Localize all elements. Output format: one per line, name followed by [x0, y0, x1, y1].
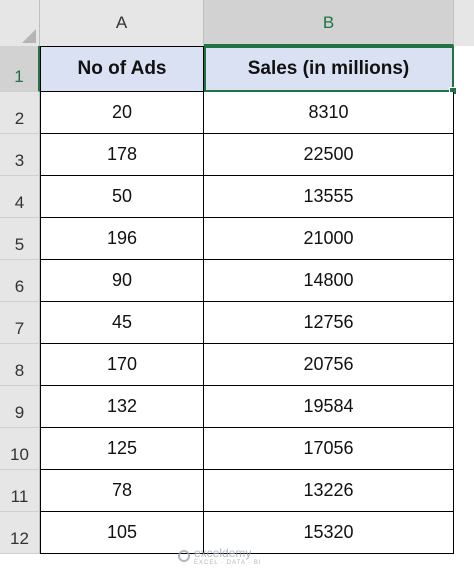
row-header-3[interactable]: 3 — [0, 134, 40, 176]
watermark-brand: exceldemy — [194, 546, 252, 560]
cell-b2[interactable]: 8310 — [204, 92, 454, 134]
row-header-12[interactable]: 12 — [0, 512, 40, 554]
row-header-8[interactable]: 8 — [0, 344, 40, 386]
cell-a8[interactable]: 170 — [40, 344, 204, 386]
cell-a9[interactable]: 132 — [40, 386, 204, 428]
cell-b6[interactable]: 14800 — [204, 260, 454, 302]
column-header-b[interactable]: B — [204, 0, 454, 46]
column-header-a[interactable]: A — [40, 0, 204, 46]
watermark: exceldemy EXCEL · DATA · BI — [178, 546, 262, 566]
cell-b8[interactable]: 20756 — [204, 344, 454, 386]
cell-a12[interactable]: 105 — [40, 512, 204, 554]
column-c-area[interactable] — [454, 46, 474, 577]
row-header-9[interactable]: 9 — [0, 386, 40, 428]
cell-b9[interactable]: 19584 — [204, 386, 454, 428]
row-header-6[interactable]: 6 — [0, 260, 40, 302]
cell-a7[interactable]: 45 — [40, 302, 204, 344]
row-header-10[interactable]: 10 — [0, 428, 40, 470]
cell-b7[interactable]: 12756 — [204, 302, 454, 344]
cell-b12[interactable]: 15320 — [204, 512, 454, 554]
cell-b1[interactable]: Sales (in millions) — [204, 46, 454, 92]
watermark-tagline: EXCEL · DATA · BI — [194, 560, 262, 566]
row-header-7[interactable]: 7 — [0, 302, 40, 344]
cell-b11[interactable]: 13226 — [204, 470, 454, 512]
cell-a1[interactable]: No of Ads — [40, 46, 204, 92]
cell-a5[interactable]: 196 — [40, 218, 204, 260]
row-header-5[interactable]: 5 — [0, 218, 40, 260]
cell-b10[interactable]: 17056 — [204, 428, 454, 470]
row-header-4[interactable]: 4 — [0, 176, 40, 218]
select-all-button[interactable] — [0, 0, 40, 46]
cell-a2[interactable]: 20 — [40, 92, 204, 134]
cell-b4[interactable]: 13555 — [204, 176, 454, 218]
cell-a6[interactable]: 90 — [40, 260, 204, 302]
column-header-c[interactable] — [454, 0, 474, 46]
cell-b5[interactable]: 21000 — [204, 218, 454, 260]
row-header-11[interactable]: 11 — [0, 470, 40, 512]
row-header-1[interactable]: 1 — [0, 46, 40, 92]
column-header-row: A B — [0, 0, 474, 47]
cell-a11[interactable]: 78 — [40, 470, 204, 512]
cell-a10[interactable]: 125 — [40, 428, 204, 470]
cell-b3[interactable]: 22500 — [204, 134, 454, 176]
exceldemy-logo-icon — [178, 550, 190, 562]
cell-a3[interactable]: 178 — [40, 134, 204, 176]
row-13-area[interactable] — [0, 556, 474, 577]
row-header-2[interactable]: 2 — [0, 92, 40, 134]
select-all-triangle-icon — [22, 29, 36, 43]
cell-a4[interactable]: 50 — [40, 176, 204, 218]
